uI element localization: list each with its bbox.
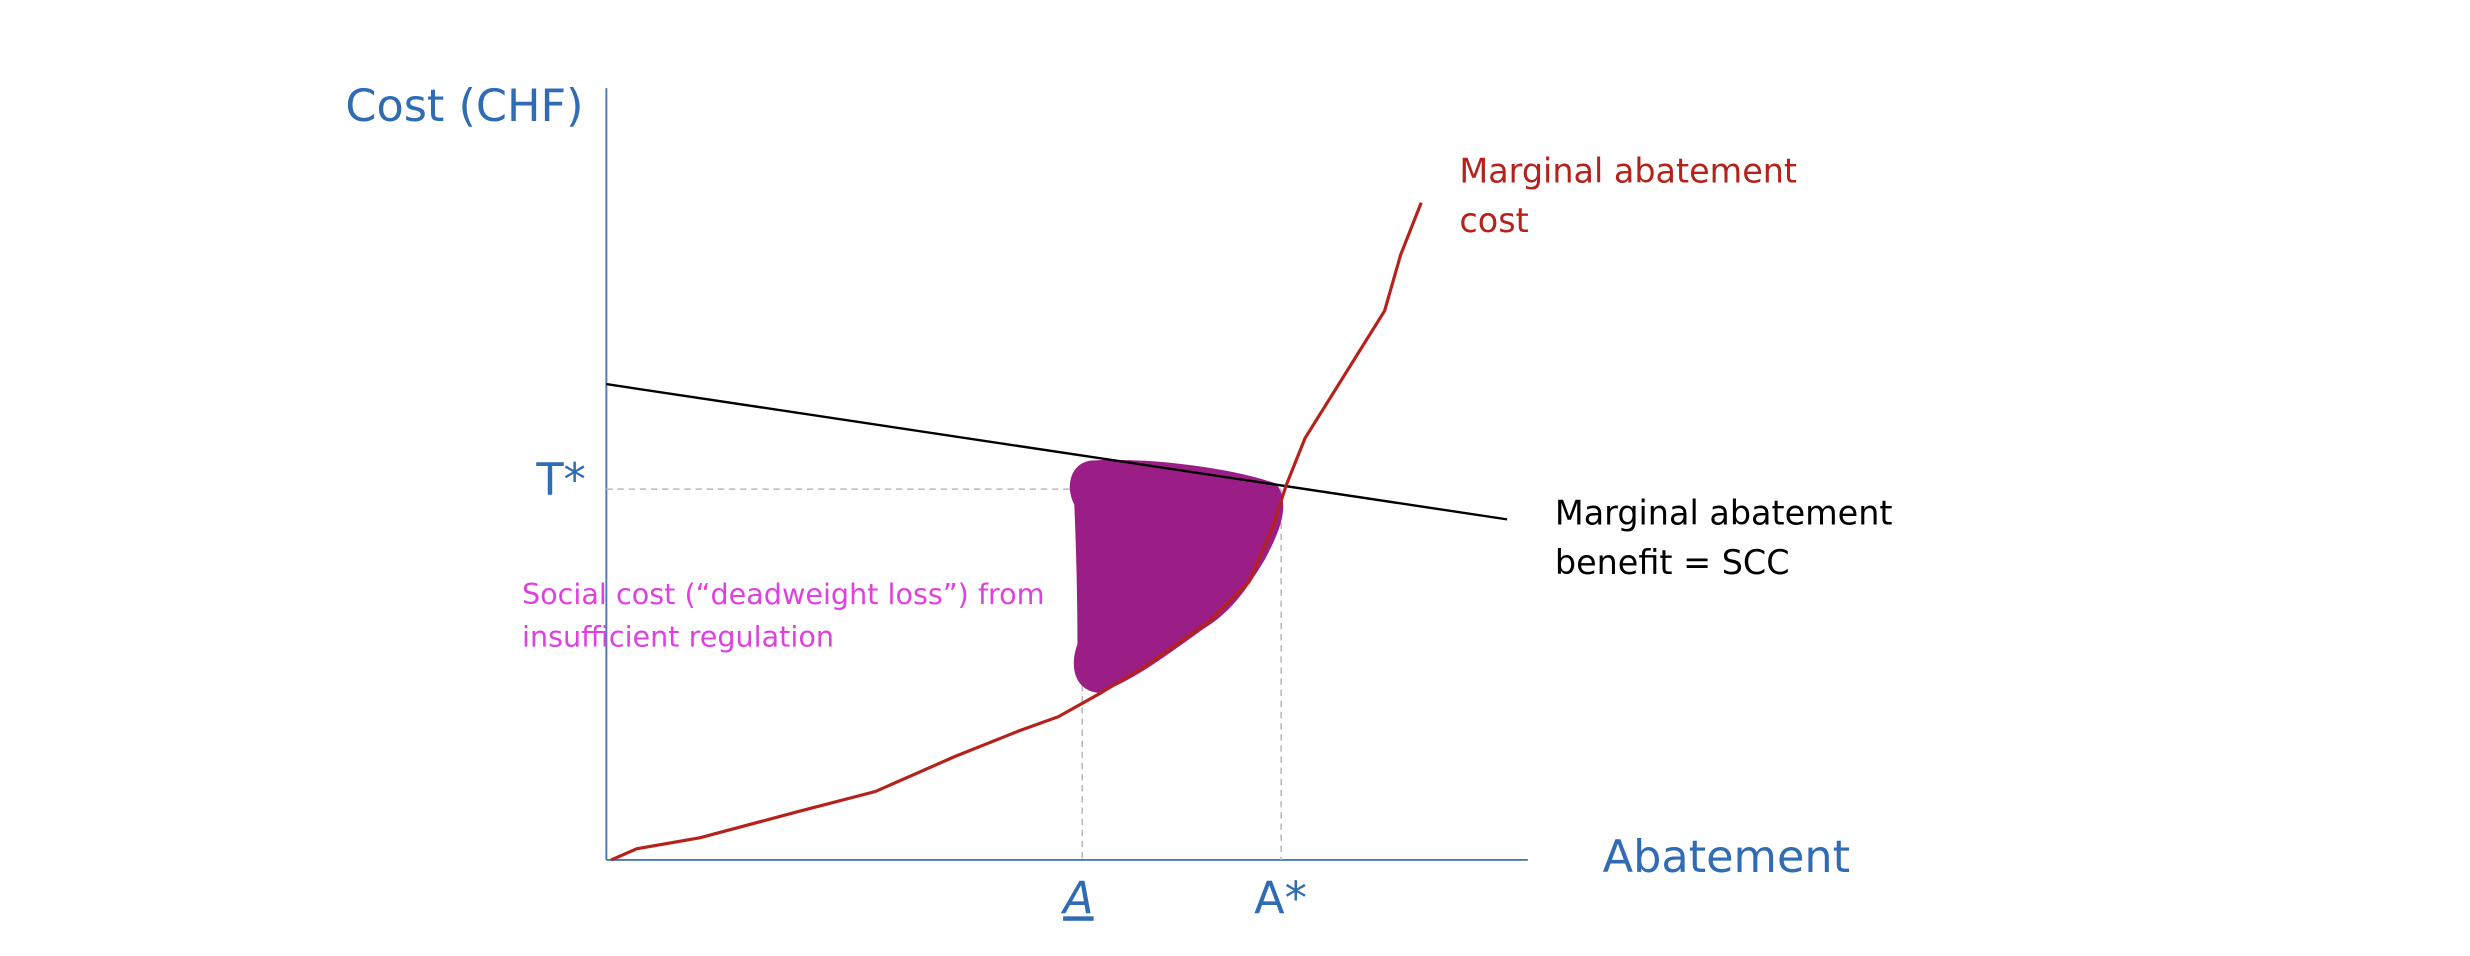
annotation-line: Social cost (“deadweight loss”) from bbox=[522, 577, 1045, 611]
label-line: cost bbox=[1459, 200, 1528, 239]
cost-curve-label: Marginal abatement cost bbox=[1459, 151, 1807, 239]
deadweight-loss-area bbox=[1069, 459, 1284, 693]
benefit-line bbox=[606, 382, 1508, 521]
x-axis-label: Abatement bbox=[1603, 831, 1850, 883]
annotation: Social cost (“deadweight loss”) from ins… bbox=[522, 577, 1054, 654]
benefit-line-label: Marginal abatement benefit = SCC bbox=[1555, 493, 1903, 581]
label-line: benefit = SCC bbox=[1555, 542, 1790, 581]
a-star-label: A* bbox=[1254, 872, 1307, 924]
a-under-label: A bbox=[1060, 872, 1093, 924]
label-line: Marginal abatement bbox=[1555, 493, 1893, 532]
label-line: Marginal abatement bbox=[1459, 151, 1797, 190]
t-star-label: T* bbox=[535, 454, 586, 506]
y-axis-label: Cost (CHF) bbox=[345, 80, 583, 132]
annotation-line: insufficient regulation bbox=[522, 620, 834, 654]
cost-curve bbox=[610, 202, 1423, 862]
